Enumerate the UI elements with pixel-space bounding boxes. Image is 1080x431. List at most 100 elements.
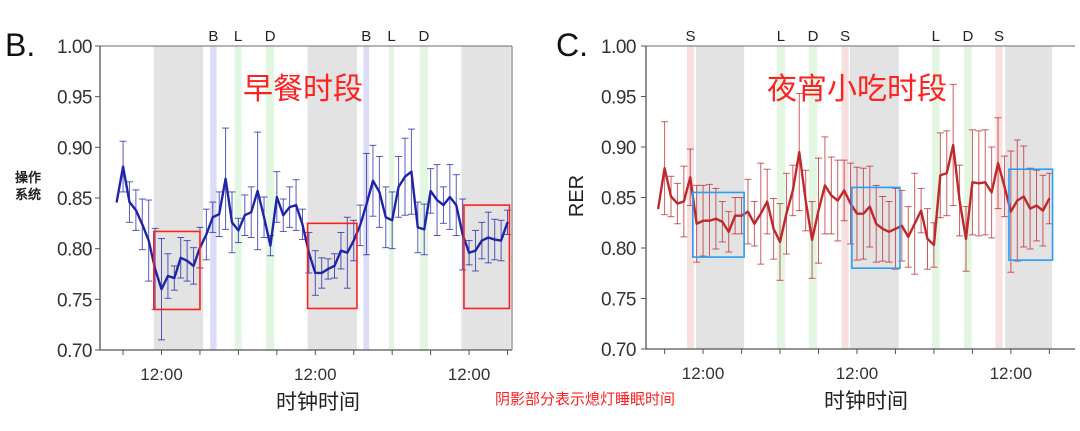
data-point xyxy=(340,249,342,252)
data-point xyxy=(487,236,490,239)
data-point xyxy=(939,174,942,177)
data-point xyxy=(397,186,400,188)
data-point xyxy=(836,199,839,202)
data-point xyxy=(862,212,865,215)
data-point xyxy=(115,201,118,203)
meal-marker-D: D xyxy=(265,28,276,45)
data-point xyxy=(410,170,413,173)
data-point xyxy=(147,239,150,242)
data-point xyxy=(128,201,131,203)
data-point xyxy=(391,219,393,222)
panel-label: C. xyxy=(556,27,588,63)
dark-period-shade xyxy=(461,46,511,350)
annotation-title: 早餐时段 xyxy=(243,72,363,107)
data-point xyxy=(856,212,858,215)
data-point xyxy=(868,205,871,208)
meal-marker-D: D xyxy=(962,28,973,45)
dark-period-shade xyxy=(849,46,899,349)
data-point xyxy=(811,239,813,241)
data-point xyxy=(676,202,679,205)
data-point xyxy=(984,181,987,184)
data-point xyxy=(990,191,993,194)
meal-band-L xyxy=(932,46,940,349)
data-point xyxy=(333,265,336,267)
data-point xyxy=(327,268,329,270)
x-axis-title: 时钟时间 xyxy=(276,390,360,414)
series-line xyxy=(115,165,509,291)
meal-marker-D: D xyxy=(808,28,819,45)
data-point xyxy=(817,209,820,212)
data-point xyxy=(894,228,897,230)
data-point xyxy=(384,216,387,219)
data-point xyxy=(154,268,156,270)
data-point xyxy=(965,238,967,240)
data-point xyxy=(244,214,246,217)
highlight-box xyxy=(1008,168,1054,261)
data-point xyxy=(1022,195,1025,198)
data-point xyxy=(186,260,188,262)
data-point xyxy=(875,222,878,225)
footnote-shading-note: 阴影部分表示熄灯睡眠时间 xyxy=(495,390,675,408)
meal-marker-L: L xyxy=(932,28,940,45)
data-point xyxy=(753,222,756,225)
data-point xyxy=(721,220,724,223)
data-point xyxy=(352,239,355,242)
data-point xyxy=(461,233,464,236)
data-point xyxy=(506,221,509,224)
data-point xyxy=(436,199,438,201)
data-point xyxy=(423,228,426,231)
data-point xyxy=(952,144,954,146)
x-tick-label: 12:00 xyxy=(140,365,183,384)
data-point xyxy=(135,209,137,211)
panel-c-snack: S L D S L D S 1.00 0.95 0.90 0.85 0.80 0.75 0.70 12:00… xyxy=(556,27,1075,413)
data-point xyxy=(881,228,884,230)
data-point xyxy=(1029,207,1031,210)
meal-marker-D: D xyxy=(418,28,429,45)
data-point xyxy=(727,231,730,233)
data-point xyxy=(449,196,451,198)
data-point xyxy=(320,272,323,274)
data-point xyxy=(1003,185,1006,188)
data-point xyxy=(404,175,406,178)
data-point xyxy=(173,277,176,279)
y-tick-label: 0.90 xyxy=(57,138,92,159)
data-point xyxy=(798,151,801,153)
meal-marker-S: S xyxy=(686,28,696,45)
data-point xyxy=(766,200,768,203)
y-tick-label: 0.95 xyxy=(57,88,92,109)
data-point xyxy=(205,233,208,236)
data-point xyxy=(1010,210,1012,213)
y-tick-label: 0.90 xyxy=(601,138,636,159)
annotation-title: 夜宵小吃时段 xyxy=(767,72,947,107)
highlight-box xyxy=(306,222,358,310)
data-point xyxy=(282,214,285,217)
y-tick-label: 0.80 xyxy=(57,240,92,261)
panel-label: B. xyxy=(5,27,35,63)
data-point xyxy=(830,194,833,197)
data-point xyxy=(843,189,845,192)
data-point xyxy=(442,204,445,206)
data-point xyxy=(263,216,265,219)
data-point xyxy=(913,222,916,225)
meal-marker-S: S xyxy=(840,28,850,45)
data-point xyxy=(689,176,692,179)
data-point xyxy=(218,213,220,216)
meal-band-L xyxy=(776,46,786,349)
y-axis-title: RER xyxy=(566,175,588,217)
y-tick-label: 1.00 xyxy=(57,37,92,58)
data-point xyxy=(455,204,458,206)
y-axis-title: 操作系统 xyxy=(14,171,41,203)
data-point xyxy=(359,224,361,227)
data-point xyxy=(314,272,317,274)
data-point xyxy=(250,211,253,213)
data-point xyxy=(708,219,711,222)
y-tick-label: 1.00 xyxy=(601,37,636,58)
meal-band-L xyxy=(388,46,395,350)
data-point xyxy=(276,196,278,198)
meal-band-D xyxy=(419,46,429,350)
data-point xyxy=(192,265,195,267)
data-point xyxy=(372,179,374,182)
data-point xyxy=(804,199,807,202)
y-tick-label: 0.75 xyxy=(601,290,636,311)
